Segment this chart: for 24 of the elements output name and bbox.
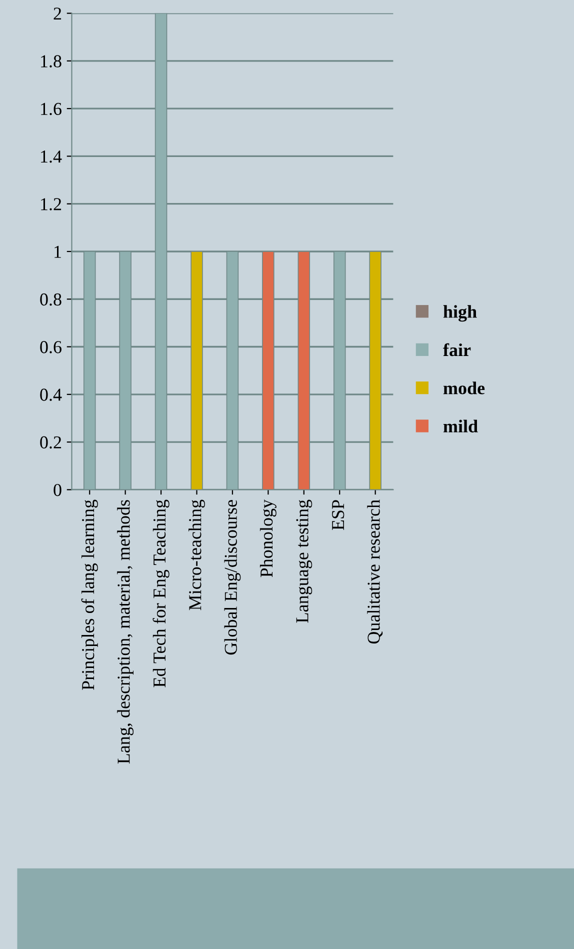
legend-label: mode xyxy=(443,382,485,394)
y-tick-label: 2 xyxy=(54,8,62,20)
x-tick-label: Principles of lang learning xyxy=(81,500,98,690)
x-tick-label: Global Eng/discourse xyxy=(224,500,241,655)
y-tick-label: 0.2 xyxy=(40,436,62,449)
y-tick-label: 1.4 xyxy=(41,150,62,163)
y-tick-label: 0.8 xyxy=(40,293,62,306)
x-tick-label: Language testing xyxy=(296,500,312,623)
x-tick-label: Phonology xyxy=(260,499,276,578)
y-tick-label: 0.4 xyxy=(40,388,62,401)
y-tick-label: 0.6 xyxy=(40,341,62,354)
legend-label: fair xyxy=(443,343,471,356)
legend-label: high xyxy=(443,305,477,322)
y-tick-label: 1.2 xyxy=(41,198,62,210)
legend-label: mild xyxy=(443,420,478,432)
x-tick-label: Ed Tech for Eng Teaching xyxy=(152,500,170,688)
y-tick-label: 1 xyxy=(54,246,61,258)
x-tick-label: Lang, description, material, methods xyxy=(117,500,134,764)
x-tick-label: ESP xyxy=(332,500,344,530)
x-tick-label: Qualitative research xyxy=(367,500,383,644)
x-tick-label: Micro-teaching xyxy=(188,500,205,610)
y-tick-label: 1.8 xyxy=(41,55,62,68)
y-tick-label: 0 xyxy=(54,484,62,496)
y-tick-label: 1.6 xyxy=(41,102,62,116)
